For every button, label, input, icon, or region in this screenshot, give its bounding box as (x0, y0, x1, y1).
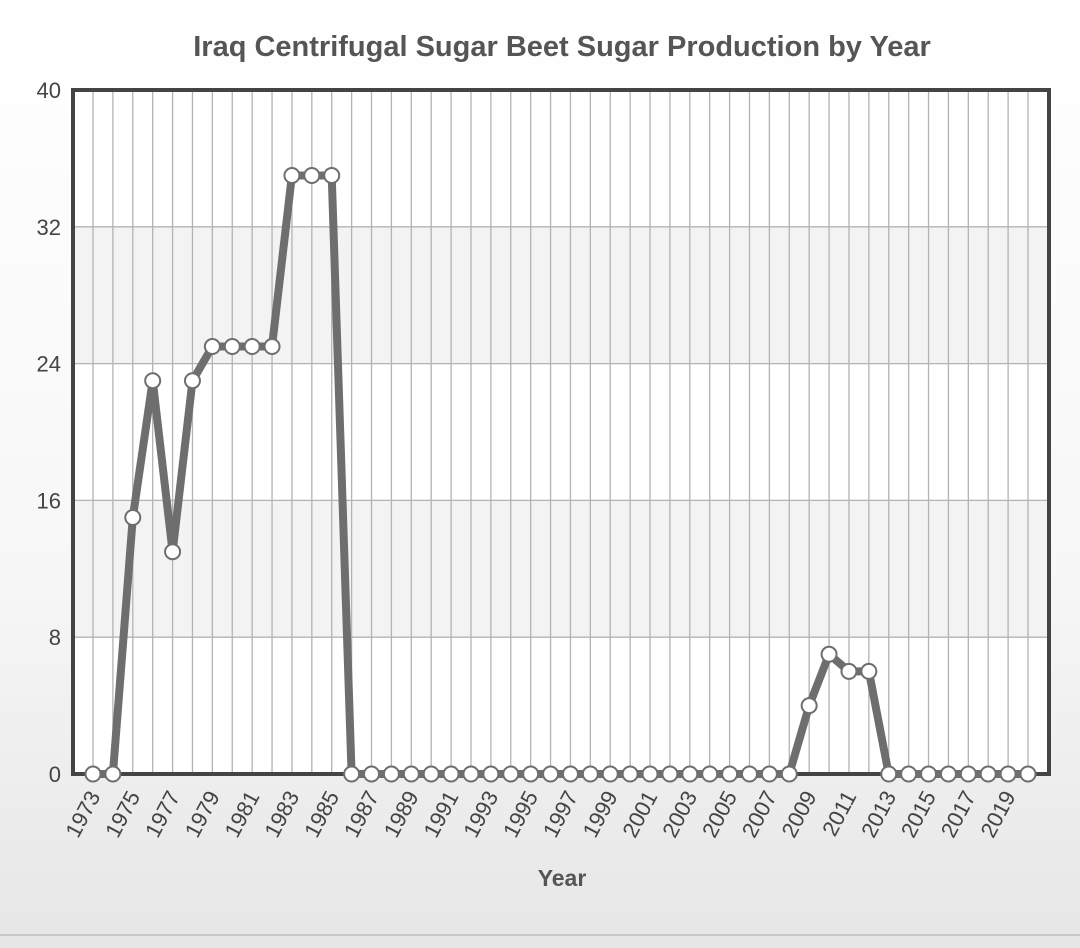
data-point (661, 765, 679, 783)
x-tick-label: 1999 (578, 787, 623, 842)
plot-background (73, 90, 1049, 774)
data-point (621, 765, 639, 783)
data-point (402, 765, 420, 783)
data-point (84, 765, 102, 783)
x-tick-label: 1979 (180, 787, 225, 842)
x-tick-label: 1973 (60, 787, 105, 842)
data-point (542, 765, 560, 783)
data-point (979, 765, 997, 783)
x-tick-label: 1985 (299, 787, 344, 842)
y-tick-label: 8 (49, 625, 61, 650)
data-point (1019, 765, 1037, 783)
data-point (283, 167, 301, 184)
data-point (124, 509, 142, 526)
data-point (223, 338, 241, 355)
data-point (442, 765, 460, 783)
x-tick-label: 2015 (896, 787, 941, 842)
x-axis-title: Year (538, 865, 587, 891)
data-point (243, 338, 261, 355)
data-point (601, 765, 619, 783)
data-point (920, 765, 938, 783)
x-tick-label: 1975 (100, 787, 145, 842)
y-tick-label: 40 (37, 78, 61, 103)
x-tick-label: 1997 (538, 787, 583, 842)
x-tick-label: 2017 (936, 787, 981, 842)
data-point (999, 765, 1017, 783)
data-point (363, 765, 381, 783)
data-point (760, 765, 778, 783)
x-tick-label: 2013 (856, 787, 901, 842)
data-point (522, 765, 540, 783)
data-point (164, 543, 182, 561)
y-tick-label: 32 (37, 215, 61, 240)
data-point (382, 765, 400, 783)
x-tick-label: 1989 (379, 787, 424, 842)
data-point (144, 372, 162, 390)
x-tick-label: 1981 (220, 787, 265, 842)
data-point (840, 662, 858, 680)
data-point (959, 765, 977, 783)
data-point (343, 765, 361, 783)
data-point (740, 765, 758, 783)
y-tick-label: 0 (49, 762, 61, 787)
data-point (880, 765, 898, 783)
data-point (462, 765, 480, 783)
data-point (900, 765, 918, 783)
plot-area: 0816243240197319751977197919811983198519… (37, 78, 1051, 842)
data-point (820, 645, 838, 663)
data-point (681, 765, 699, 783)
x-tick-label: 2001 (617, 787, 662, 842)
data-point (780, 765, 798, 783)
y-tick-label: 24 (37, 352, 61, 377)
data-point (860, 662, 878, 680)
data-point (422, 765, 440, 783)
data-point (502, 765, 520, 783)
data-point (721, 765, 739, 783)
data-point (303, 167, 321, 184)
x-tick-label: 2007 (737, 787, 782, 842)
x-tick-label: 1987 (339, 787, 384, 842)
data-point (581, 765, 599, 783)
data-point (183, 372, 201, 390)
data-point (263, 338, 281, 355)
x-tick-label: 1995 (498, 787, 543, 842)
data-point (323, 167, 341, 184)
data-point (939, 765, 957, 783)
x-tick-label: 1977 (140, 787, 185, 842)
y-tick-label: 16 (37, 488, 61, 513)
data-point (104, 765, 122, 783)
footer-divider (0, 934, 1080, 936)
x-tick-label: 2019 (975, 787, 1020, 842)
data-point (203, 338, 221, 355)
x-tick-label: 2005 (697, 787, 742, 842)
x-tick-label: 1991 (418, 787, 463, 842)
data-point (701, 765, 719, 783)
x-tick-label: 1993 (458, 787, 503, 842)
data-point (561, 765, 579, 783)
data-point (482, 765, 500, 783)
x-tick-label: 1983 (259, 787, 304, 842)
data-point (800, 697, 818, 715)
x-tick-label: 2003 (657, 787, 702, 842)
chart-title: Iraq Centrifugal Sugar Beet Sugar Produc… (193, 31, 931, 63)
x-tick-label: 2009 (777, 787, 822, 842)
x-tick-label: 2011 (817, 787, 861, 841)
data-point (641, 765, 659, 783)
plot-band (73, 500, 1049, 638)
